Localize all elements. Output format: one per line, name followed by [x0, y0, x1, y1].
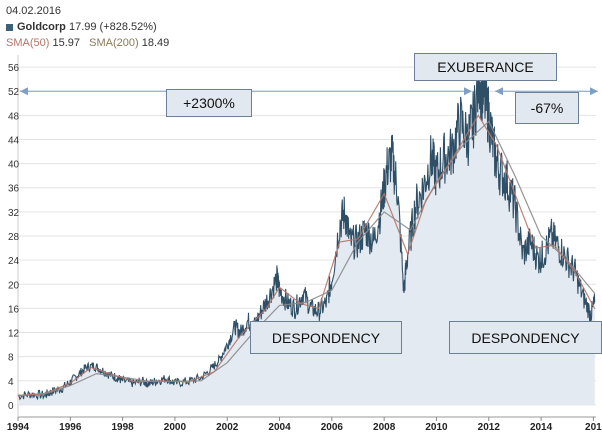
x-axis-ticks: 1994 1996 1998 2000 2002 2004 2006 2008 2010 2012… — [7, 417, 602, 433]
exuberance-annotation: EXUBERANCE — [414, 53, 557, 81]
y-tick-label: 24 — [8, 256, 20, 267]
despondency-left-annotation: DESPONDENCY — [250, 321, 402, 354]
y-tick-label: 20 — [8, 280, 20, 291]
x-tick-label: 2004 — [268, 422, 291, 433]
x-tick-label: 1998 — [111, 422, 134, 433]
y-tick-label: 44 — [8, 135, 20, 146]
x-tick-label: 2012 — [478, 422, 501, 433]
y-tick-label: 16 — [8, 304, 20, 315]
series-group — [17, 53, 596, 405]
y-tick-label: 32 — [8, 208, 20, 219]
y-tick-label: 52 — [8, 87, 20, 98]
x-tick-label: 1994 — [7, 422, 30, 433]
loss-arrow-head-right — [590, 87, 598, 96]
x-tick-label: 201 — [585, 422, 602, 433]
series-line-sma200 — [17, 120, 596, 396]
x-tick-label: 2002 — [216, 422, 239, 433]
x-tick-label: 2010 — [425, 422, 448, 433]
legend-sma50-label: SMA(50) — [6, 37, 50, 49]
y-tick-label: 8 — [8, 353, 14, 364]
x-tick-label: 2008 — [373, 422, 396, 433]
legend-goldcorp: Goldcorp 17.99 (+828.52%) — [6, 21, 157, 33]
loss-arrow-head-left — [495, 87, 503, 96]
y-tick-label: 12 — [8, 329, 20, 340]
legend-ticker-name: Goldcorp — [17, 21, 66, 33]
loss-annotation: -67% — [515, 92, 579, 124]
arrow-group — [20, 87, 598, 96]
series-line-goldcorp — [17, 53, 596, 401]
x-tick-label: 2000 — [164, 422, 187, 433]
x-tick-label: 1996 — [59, 422, 82, 433]
x-tick-label: 2014 — [530, 422, 553, 433]
legend-ticker-value: 17.99 (+828.52%) — [68, 21, 157, 33]
y-tick-label: 36 — [8, 184, 20, 195]
gain-arrow-head-left — [20, 87, 28, 96]
y-tick-label: 4 — [8, 377, 14, 388]
chart-date: 04.02.2016 — [6, 5, 62, 17]
legend-sma: SMA(50) 15.97 SMA(200) 18.49 — [6, 37, 169, 49]
y-tick-label: 0 — [8, 401, 14, 412]
gain-arrow-head-right — [464, 87, 472, 96]
legend-swatch — [6, 23, 13, 31]
y-tick-label: 48 — [8, 111, 20, 122]
series-line-sma50 — [17, 114, 596, 397]
despondency-right-annotation: DESPONDENCY — [449, 321, 602, 354]
legend-sma200-label: SMA(200) — [89, 37, 139, 49]
y-tick-label: 56 — [8, 63, 20, 74]
x-tick-label: 2006 — [321, 422, 344, 433]
legend-sma200-value: 18.49 — [141, 37, 170, 49]
legend-sma50-value: 15.97 — [52, 37, 80, 49]
gain-annotation: +2300% — [166, 89, 252, 117]
y-tick-label: 40 — [8, 160, 20, 171]
y-tick-label: 28 — [8, 232, 20, 243]
